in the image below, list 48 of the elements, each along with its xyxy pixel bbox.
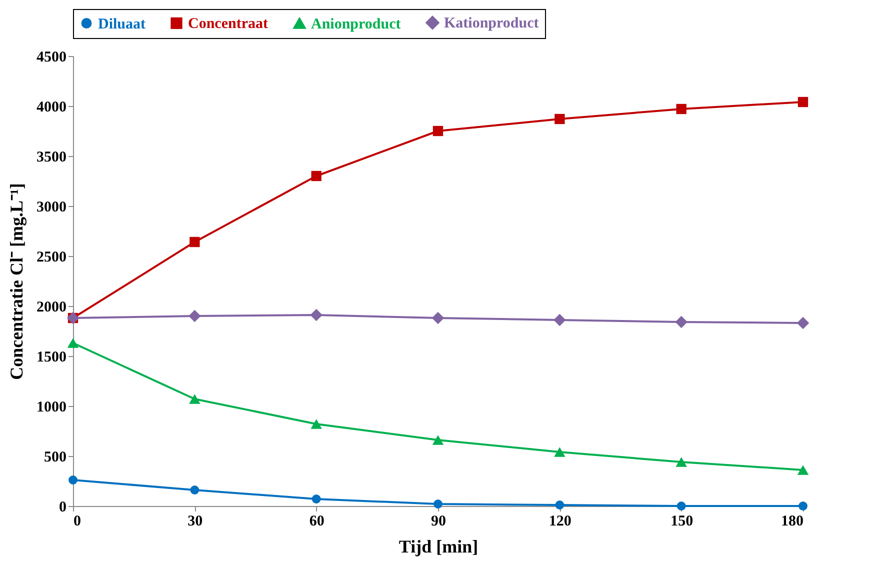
point: [432, 126, 444, 136]
y-tick-label: 4000: [36, 100, 66, 116]
x-tick-label: 0: [74, 514, 81, 530]
legend-label: Concentraat: [188, 16, 268, 32]
point: [312, 494, 321, 504]
point: [434, 500, 442, 508]
point: [311, 170, 322, 182]
x-tick-label: 120: [548, 514, 572, 530]
point: [798, 96, 808, 108]
x-axis-title: Tijd [min]: [398, 536, 478, 556]
x-tick-label: 90: [431, 514, 446, 530]
y-tick-label: 2500: [36, 250, 66, 266]
point: [554, 114, 565, 124]
point: [190, 236, 200, 248]
y-tick-label: 500: [44, 450, 66, 466]
y-tick-label: 2000: [36, 300, 66, 316]
point: [554, 447, 566, 457]
point: [310, 308, 322, 322]
y-tick-label: 1000: [36, 400, 66, 416]
point: [554, 314, 566, 326]
y-tick-label: 0: [59, 500, 66, 516]
y-tick-label: 3500: [36, 150, 66, 166]
point: [555, 500, 564, 510]
point: [432, 312, 444, 324]
point: [67, 338, 79, 348]
point: [676, 502, 686, 510]
point: [188, 310, 201, 322]
legend-label: Kationproduct: [444, 16, 539, 32]
point: [676, 457, 687, 467]
point: [796, 316, 810, 330]
y-axis-title: Concentratie Cl⁻ [mg.L⁻¹]: [6, 183, 26, 380]
x-tick-label: 60: [309, 514, 324, 530]
point: [190, 486, 200, 494]
x-tick-label: 150: [670, 514, 694, 530]
point: [189, 394, 200, 404]
point: [432, 435, 444, 445]
legend-label: Diluaat: [98, 16, 146, 32]
point: [797, 465, 809, 475]
y-tick-label: 3000: [36, 200, 66, 216]
point: [310, 419, 322, 429]
x-tick-label: 180: [781, 514, 804, 530]
x-tick-label: 30: [188, 514, 203, 530]
legend-label: Anionproduct: [311, 16, 401, 32]
y-tick-label: 4500: [36, 50, 66, 66]
point: [675, 316, 688, 328]
point: [68, 476, 78, 484]
y-tick-label: 1500: [36, 350, 66, 366]
point: [676, 104, 686, 114]
